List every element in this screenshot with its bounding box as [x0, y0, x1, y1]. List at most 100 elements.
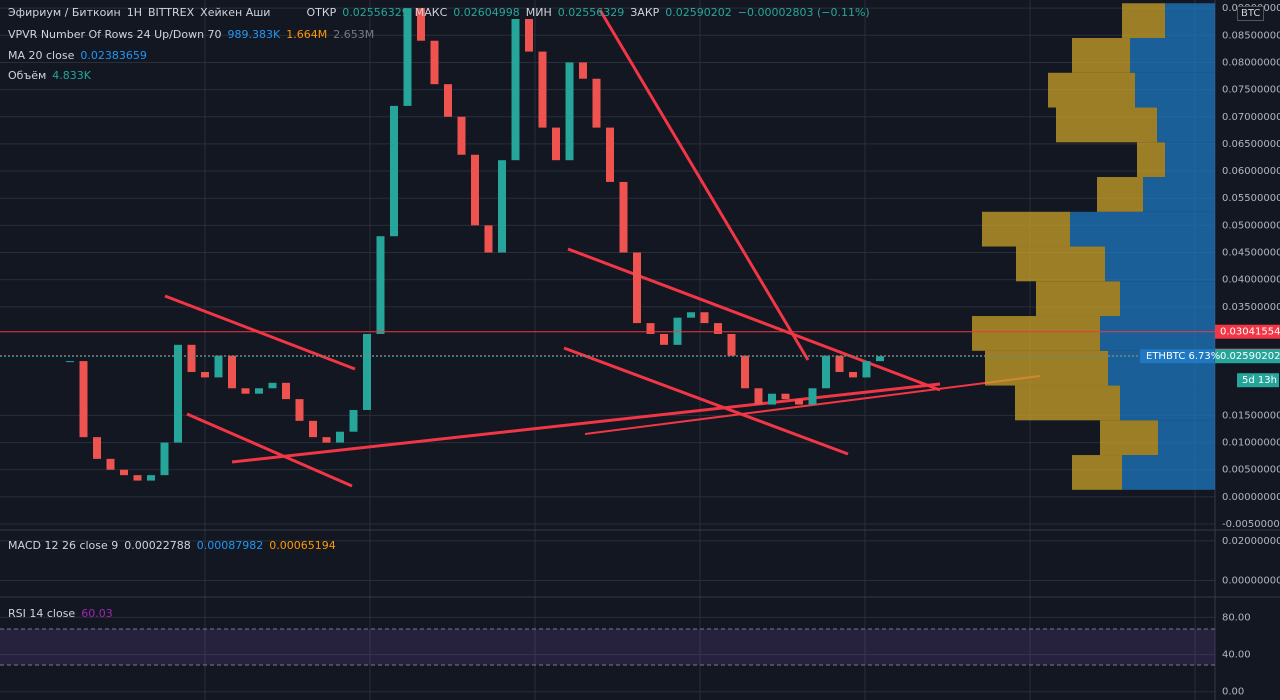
y-tick-label: 80.00	[1222, 612, 1251, 623]
y-tick-label: 0.01000000	[1222, 438, 1280, 449]
candle	[565, 62, 574, 161]
candle	[268, 382, 277, 389]
y-tick-label: 0.01500000	[1222, 410, 1280, 421]
vp-down	[1130, 38, 1215, 73]
macd-title: MACD 12 26 close 9	[8, 539, 119, 552]
candle	[660, 333, 668, 345]
volume-value: 4.833K	[52, 69, 91, 82]
candle	[417, 8, 425, 41]
macd-legend: MACD 12 26 close 9 0.00022788 0.00087982 0.…	[8, 539, 342, 552]
candle	[795, 399, 803, 405]
countdown: 5d 13h	[1242, 375, 1277, 386]
price-label: 0.02590202	[1220, 351, 1280, 362]
candle	[714, 323, 722, 334]
candle	[646, 323, 655, 334]
candle	[525, 19, 533, 52]
trend-lines	[164, 9, 1041, 488]
candle	[66, 361, 74, 363]
price-label: 0.03041554	[1220, 327, 1280, 338]
candle	[484, 225, 493, 253]
y-tick-label: 0.07500000	[1222, 85, 1280, 96]
candle	[349, 409, 358, 432]
vp-down	[1158, 420, 1215, 456]
ma-title: MA 20 close	[8, 49, 75, 62]
exchange: BITTREX	[147, 6, 195, 19]
y-tick-label: -0.00500000	[1222, 519, 1280, 530]
vp-down	[1135, 72, 1215, 108]
symbol-label-box	[1140, 349, 1214, 364]
price-label-box	[1215, 349, 1280, 364]
rsi-title: RSI 14 close	[8, 607, 76, 620]
candle	[133, 475, 142, 481]
macd-value: 0.00022788	[124, 539, 191, 552]
y-tick-label: 40.00	[1222, 650, 1251, 661]
volume-legend: Объём 4.833K	[8, 69, 97, 82]
vp-down	[1120, 385, 1215, 421]
candle	[808, 388, 817, 405]
candle	[633, 252, 641, 324]
vp-down	[1100, 316, 1215, 351]
candle	[471, 154, 479, 226]
candle	[187, 344, 196, 372]
vp-down	[1070, 211, 1215, 247]
symbol: Эфириум / Биткоин	[8, 6, 121, 19]
y-tick-label: 0.04000000	[1222, 275, 1280, 286]
high: 0.02604998	[453, 6, 520, 19]
candle	[376, 236, 385, 334]
candle	[511, 19, 520, 161]
vp-up	[1072, 38, 1130, 73]
ma-value: 0.02383659	[80, 49, 147, 62]
trend-line	[563, 346, 849, 456]
candle	[120, 469, 128, 476]
candle	[700, 312, 709, 324]
symbol-label: ETHBTC 6.73%	[1146, 351, 1220, 362]
close-label: ЗАКР	[630, 6, 660, 19]
candle	[430, 40, 439, 85]
vp-up	[1016, 246, 1105, 282]
candle	[336, 431, 344, 443]
vp-up	[972, 316, 1100, 351]
y-tick-label: 0.07000000	[1222, 112, 1280, 123]
candle	[201, 371, 209, 378]
open: 0.02556329	[342, 6, 409, 19]
currency-button[interactable]: BTC	[1237, 6, 1265, 21]
vp-up	[1056, 107, 1157, 143]
candle	[106, 458, 115, 470]
vp-up	[1048, 72, 1135, 108]
candle	[403, 8, 412, 106]
candle	[579, 62, 587, 79]
candle	[282, 382, 290, 400]
candle	[687, 312, 695, 318]
vp-down	[1165, 3, 1215, 39]
open-label: ОТКР	[306, 6, 337, 19]
candle	[727, 333, 736, 356]
candle	[147, 475, 155, 481]
change: −0.00002803 (−0.11%)	[737, 6, 870, 19]
candle	[390, 105, 398, 237]
trend-line	[598, 9, 810, 361]
vpvr-legend: VPVR Number Of Rows 24 Up/Down 70 989.383…	[8, 28, 380, 41]
candle	[93, 437, 101, 459]
trend-line	[164, 294, 356, 371]
macd-hist: 0.00065194	[269, 539, 336, 552]
candle	[862, 361, 871, 378]
y-tick-label: 0.03500000	[1222, 302, 1280, 313]
candle	[498, 160, 506, 253]
candle	[241, 388, 250, 394]
vp-down	[1105, 246, 1215, 282]
volume-title: Объём	[8, 69, 47, 82]
vp-up	[1072, 455, 1122, 490]
vp-down	[1122, 455, 1215, 490]
vp-up	[1100, 420, 1158, 456]
y-tick-label: 0.06500000	[1222, 139, 1280, 150]
vpvr-total: 2.653M	[333, 28, 375, 41]
vp-up	[1097, 177, 1143, 212]
y-tick-label: 0.06000000	[1222, 166, 1280, 177]
candle	[552, 127, 560, 161]
y-tick-label: 0.04500000	[1222, 248, 1280, 259]
candle	[606, 127, 614, 182]
rsi-legend: RSI 14 close 60.03	[8, 607, 119, 620]
candle	[214, 355, 223, 378]
